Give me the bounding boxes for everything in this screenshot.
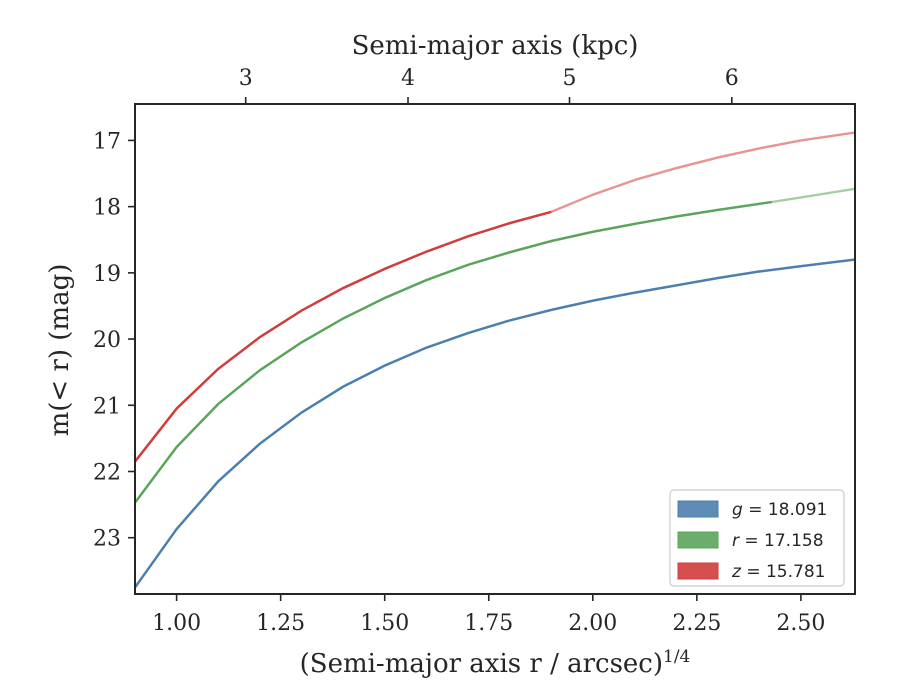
legend-swatch-g xyxy=(677,500,719,518)
x-tick-label: 1.50 xyxy=(360,611,409,636)
top-tick-label: 6 xyxy=(725,66,739,91)
x-tick-label: 2.25 xyxy=(672,611,721,636)
x-axis-ticks: 1.00 1.25 1.50 1.75 2.00 2.25 2.50 xyxy=(152,594,825,636)
series-line-z xyxy=(135,210,552,463)
series-line-g xyxy=(135,258,855,589)
y-tick-label: 21 xyxy=(93,394,121,419)
plot-curves xyxy=(135,131,855,589)
top-axis-title: Semi-major axis (kpc) xyxy=(352,31,639,61)
top-tick-label: 4 xyxy=(401,66,415,91)
legend-label-r: r = 17.158 xyxy=(732,531,824,551)
x-tick-label: 2.00 xyxy=(568,611,617,636)
plot-frame xyxy=(134,103,856,595)
x-tick-label: 1.25 xyxy=(256,611,305,636)
series-line-r xyxy=(135,200,772,504)
y-tick-label: 18 xyxy=(93,196,121,221)
series-line-faint-z xyxy=(135,131,855,463)
x-tick-label: 1.00 xyxy=(152,611,201,636)
y-tick-label: 17 xyxy=(93,129,121,154)
x-tick-label: 2.50 xyxy=(776,611,825,636)
y-tick-label: 19 xyxy=(93,262,121,287)
legend-label-z: z = 15.781 xyxy=(731,562,825,582)
y-axis-ticks: 17 18 19 20 21 22 23 xyxy=(93,129,135,552)
x-axis-title-text: (Semi-major axis r / arcsec) xyxy=(300,649,663,679)
y-tick-label: 23 xyxy=(93,527,121,552)
legend-label-g: g = 18.091 xyxy=(732,500,827,520)
series-line-faint-r xyxy=(135,187,855,504)
y-tick-label: 20 xyxy=(93,328,121,353)
top-tick-label: 5 xyxy=(562,66,576,91)
x-axis-title-superscript: 1/4 xyxy=(663,647,690,667)
x-axis-title: (Semi-major axis r / arcsec)1/4 xyxy=(300,647,691,679)
x-tick-label: 1.75 xyxy=(464,611,513,636)
top-tick-label: 3 xyxy=(239,66,253,91)
top-axis-ticks: 3 4 5 6 xyxy=(239,66,739,104)
legend: g = 18.091 r = 17.158 z = 15.781 xyxy=(669,489,845,587)
y-axis-title: m(< r) (mag) xyxy=(45,264,75,437)
legend-swatch-z xyxy=(677,562,719,580)
y-tick-label: 22 xyxy=(93,461,121,486)
legend-swatch-r xyxy=(677,531,719,549)
